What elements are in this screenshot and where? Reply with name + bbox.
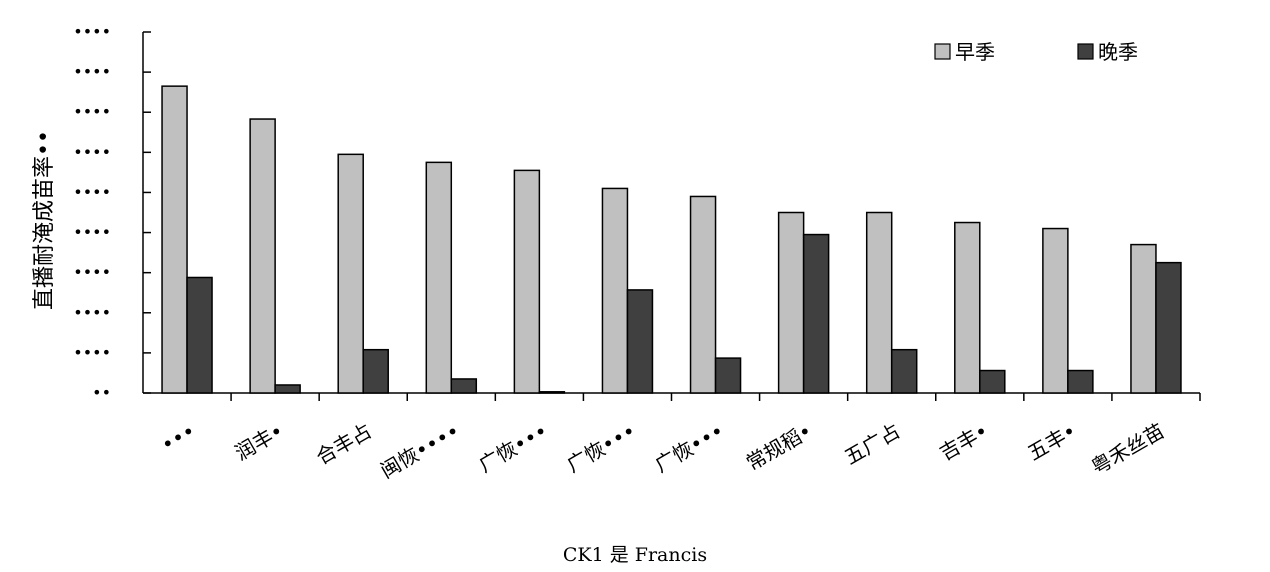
x-tick-label: 吉丰• bbox=[935, 419, 992, 466]
x-tick-label: 粤禾丝苗 bbox=[1087, 419, 1168, 480]
legend: 早季 晚季 bbox=[934, 40, 1138, 64]
x-tick-label: 常规稻• bbox=[742, 419, 816, 476]
bar-late bbox=[186, 276, 213, 394]
bar-late bbox=[1067, 369, 1094, 394]
bar-early bbox=[1130, 243, 1157, 394]
x-axis: ••• 润丰• 合丰占 闽恢•••• 广恢••• 广恢••• 广恢••• 常规稻• 五广占 吉丰•… bbox=[143, 392, 1201, 483]
y-tick-label: •••• bbox=[73, 223, 111, 242]
bar-late bbox=[714, 357, 742, 394]
y-axis: •••••••••••••••••••••••••••••••••••••• bbox=[73, 22, 151, 402]
y-tick-label: •• bbox=[92, 383, 111, 402]
legend-label: 早季 bbox=[955, 40, 995, 64]
bar-late bbox=[626, 289, 654, 394]
bars bbox=[161, 85, 1182, 394]
bar-late bbox=[538, 391, 566, 394]
bar-early bbox=[337, 153, 364, 394]
y-tick-label: •••• bbox=[73, 142, 111, 161]
bar-early bbox=[689, 195, 717, 394]
x-tick-label: 闽恢•••• bbox=[376, 419, 464, 483]
bar-late bbox=[802, 233, 830, 394]
y-tick-label: •••• bbox=[73, 263, 111, 282]
bar-early bbox=[601, 187, 629, 394]
y-tick-label: •••• bbox=[73, 303, 111, 322]
bar-early bbox=[865, 211, 893, 394]
x-tick-label: 合丰占 bbox=[312, 419, 376, 470]
x-tick-label: 五丰• bbox=[1024, 419, 1081, 466]
bar-late bbox=[274, 384, 301, 394]
x-tick-label: 广恢••• bbox=[651, 419, 728, 477]
x-tick-label: ••• bbox=[157, 419, 200, 457]
y-tick-label: •••• bbox=[73, 62, 111, 81]
bar-late bbox=[890, 348, 918, 394]
x-tick-label: 五广占 bbox=[840, 419, 904, 470]
bar-early bbox=[777, 211, 805, 394]
bar-late bbox=[362, 348, 389, 394]
y-tick-label: •••• bbox=[73, 182, 111, 201]
x-tick-label: 广恢••• bbox=[563, 419, 640, 477]
bar-late bbox=[979, 369, 1006, 394]
legend-swatch bbox=[1077, 43, 1094, 60]
bar-early bbox=[513, 169, 541, 394]
bar-early bbox=[249, 118, 276, 394]
y-tick-label: •••• bbox=[73, 102, 111, 121]
legend-label: 晚季 bbox=[1098, 40, 1138, 64]
legend-swatch bbox=[934, 43, 951, 60]
y-tick-label: •••• bbox=[73, 343, 111, 362]
bar-late bbox=[1155, 261, 1182, 394]
bar-early bbox=[161, 85, 188, 394]
bar-late bbox=[450, 378, 478, 394]
y-axis-label: 直播耐淹成苗率•• bbox=[32, 130, 57, 310]
x-tick-label: 润丰• bbox=[231, 419, 288, 466]
x-tick-label: 广恢••• bbox=[475, 419, 552, 477]
bar-early bbox=[1042, 227, 1069, 394]
bar-early bbox=[425, 161, 453, 394]
chart-caption: CK1 是 Francis bbox=[562, 544, 708, 566]
bar-early bbox=[954, 221, 981, 394]
y-tick-label: •••• bbox=[73, 22, 111, 41]
